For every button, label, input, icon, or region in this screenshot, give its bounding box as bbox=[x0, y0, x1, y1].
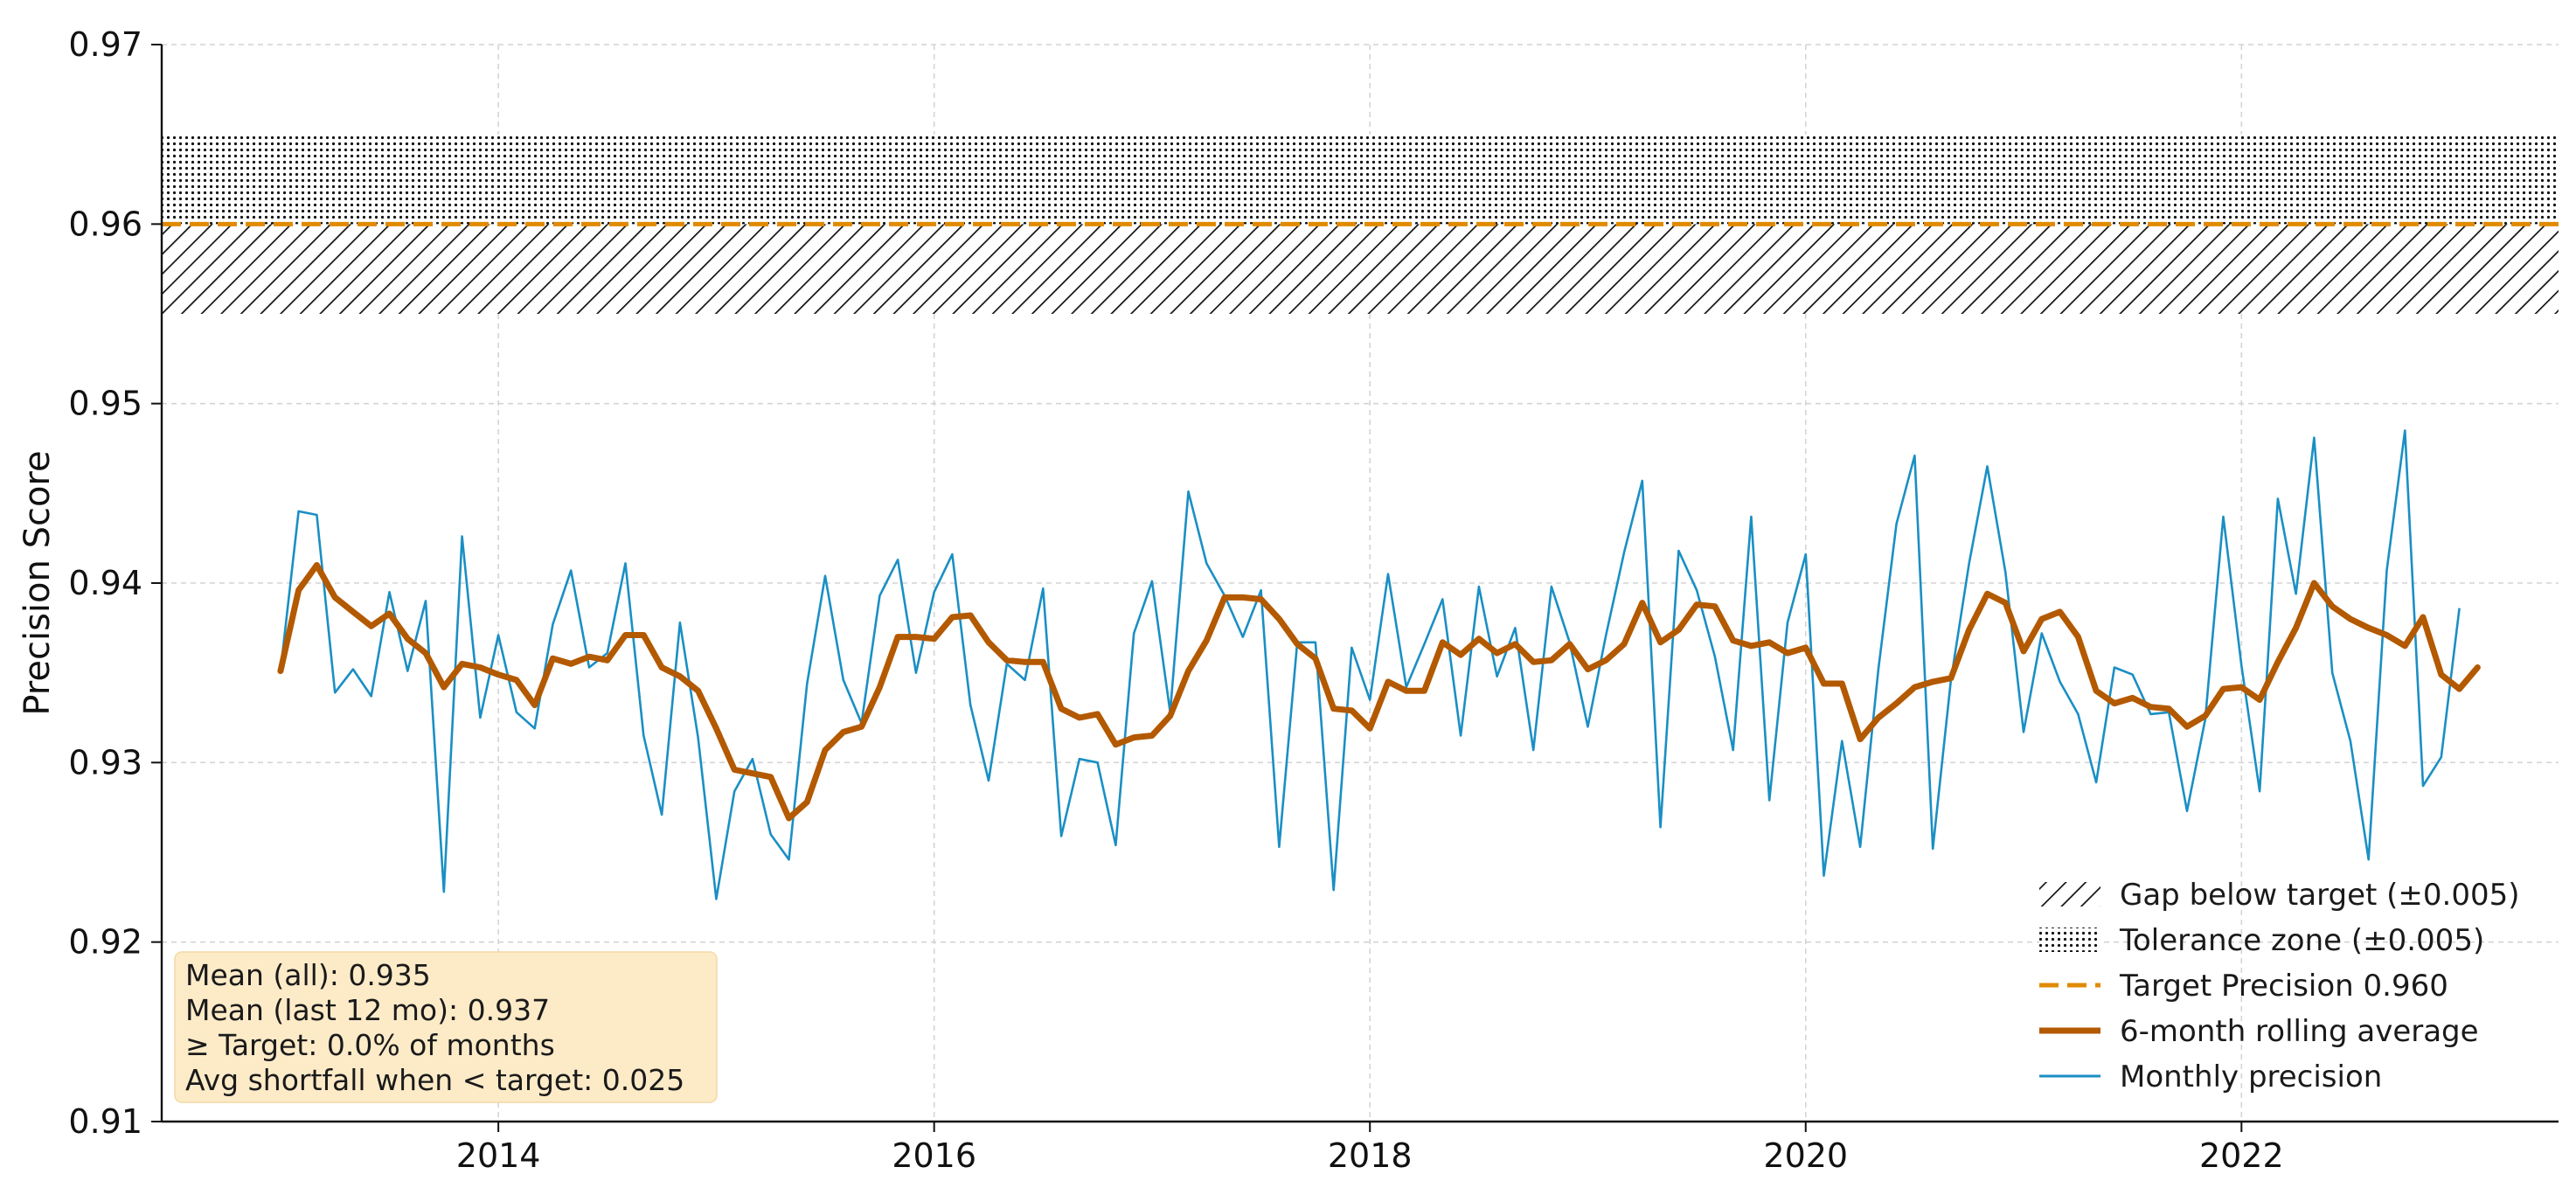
stats-line: Mean (all): 0.935 bbox=[185, 958, 431, 992]
x-tick-label: 2018 bbox=[1328, 1136, 1413, 1175]
stats-line: Mean (last 12 mo): 0.937 bbox=[185, 993, 550, 1027]
tolerance-zone-band bbox=[162, 134, 2559, 225]
legend-swatch-dots bbox=[2039, 927, 2100, 952]
y-tick-label: 0.97 bbox=[68, 25, 142, 64]
gap-below-target-band bbox=[162, 224, 2559, 314]
y-tick-label: 0.92 bbox=[68, 923, 142, 962]
legend-swatch-hatch bbox=[2039, 882, 2100, 907]
legend-label: Tolerance zone (±0.005) bbox=[2119, 923, 2484, 958]
legend-label: Gap below target (±0.005) bbox=[2120, 878, 2519, 913]
y-tick-label: 0.93 bbox=[68, 743, 142, 782]
x-tick-label: 2014 bbox=[456, 1136, 541, 1175]
y-tick-labels: 0.91 0.92 0.93 0.94 0.95 0.96 0.97 bbox=[68, 25, 142, 1141]
x-tick-labels: 2014 2016 2018 2020 2022 bbox=[456, 1136, 2284, 1175]
y-tick-label: 0.91 bbox=[68, 1102, 142, 1141]
legend-label: Target Precision 0.960 bbox=[2119, 969, 2448, 1004]
bands bbox=[162, 134, 2559, 314]
y-tick-label: 0.94 bbox=[68, 564, 142, 602]
legend-label: Monthly precision bbox=[2120, 1059, 2382, 1094]
y-axis-label: Precision Score bbox=[17, 450, 58, 715]
stats-line: ≥ Target: 0.0% of months bbox=[185, 1028, 555, 1062]
x-tick-label: 2020 bbox=[1763, 1136, 1848, 1175]
series bbox=[162, 221, 2559, 900]
stats-box-background bbox=[174, 951, 718, 1103]
rolling-average-line bbox=[277, 562, 2481, 822]
x-tick-label: 2016 bbox=[892, 1136, 976, 1175]
axes bbox=[151, 44, 2559, 1132]
y-tick-label: 0.96 bbox=[68, 205, 142, 243]
legend-label: 6-month rolling average bbox=[2120, 1014, 2479, 1049]
legend: Gap below target (±0.005) Tolerance zone … bbox=[2039, 878, 2519, 1094]
x-tick-label: 2022 bbox=[2199, 1136, 2284, 1175]
y-tick-label: 0.95 bbox=[68, 385, 142, 423]
monthly-precision-line bbox=[279, 429, 2461, 900]
stats-line: Avg shortfall when < target: 0.025 bbox=[185, 1063, 684, 1097]
